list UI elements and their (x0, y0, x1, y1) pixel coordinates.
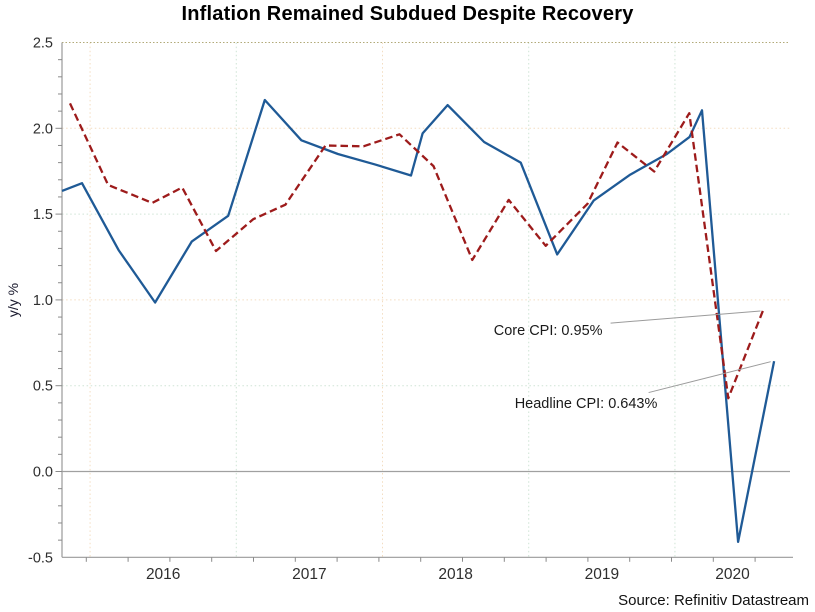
annotation-leader-line (648, 361, 771, 394)
annotation-leader-line (610, 310, 761, 324)
x-year-label: 2018 (438, 566, 472, 583)
x-year-label: 2016 (146, 566, 180, 583)
y-tick-label: 2.5 (33, 36, 53, 52)
source-note: Source: Refinitiv Datastream (618, 592, 809, 609)
headline-cpi-line (61, 98, 776, 544)
y-tick-label: -0.5 (28, 550, 53, 566)
chart-title: Inflation Remained Subdued Despite Recov… (181, 3, 634, 25)
annotation-headline-cpi: Headline CPI: 0.643% (515, 396, 658, 412)
annotation-core-cpi: Core CPI: 0.95% (494, 323, 603, 339)
y-tick-label: 1.0 (33, 293, 53, 309)
y-tick-label: 0.0 (33, 465, 53, 481)
y-tick-label: 1.5 (33, 207, 53, 223)
x-year-label: 2017 (292, 566, 326, 583)
y-tick-label: 2.0 (33, 121, 53, 137)
x-year-label: 2020 (715, 566, 750, 583)
core-cpi-line (68, 102, 765, 400)
y-tick-label: 0.5 (33, 379, 53, 395)
x-year-label: 2019 (585, 566, 619, 583)
